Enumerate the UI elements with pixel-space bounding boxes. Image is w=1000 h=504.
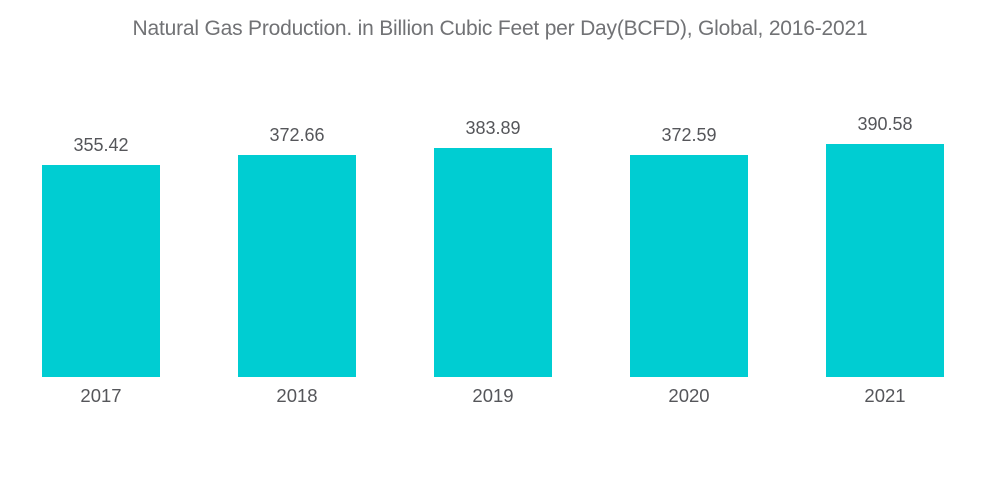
bar-category-label: 2021: [864, 385, 906, 406]
bar-value-label: 383.89: [465, 118, 521, 138]
bar-value-label: 355.42: [73, 135, 129, 155]
bar: [630, 155, 748, 377]
bar-value-label: 372.59: [661, 125, 717, 145]
bar-group: 390.58 2021: [787, 0, 983, 504]
bar-value-label: 372.66: [269, 125, 325, 145]
bar-category-label: 2017: [80, 385, 122, 406]
bar-category-label: 2019: [472, 385, 514, 406]
bar: [826, 144, 944, 377]
bar: [434, 148, 552, 377]
bar-category-label: 2020: [668, 385, 710, 406]
bar-category-label: 2018: [276, 385, 318, 406]
bar-group: 355.42 2017: [3, 0, 199, 504]
bar-group: 372.66 2018: [199, 0, 395, 504]
bar: [238, 155, 356, 377]
bar-group: 383.89 2019: [395, 0, 591, 504]
bar: [42, 165, 160, 377]
bar-group: 372.59 2020: [591, 0, 787, 504]
bar-value-label: 390.58: [857, 114, 913, 134]
chart-title: Natural Gas Production. in Billion Cubic…: [132, 17, 868, 40]
